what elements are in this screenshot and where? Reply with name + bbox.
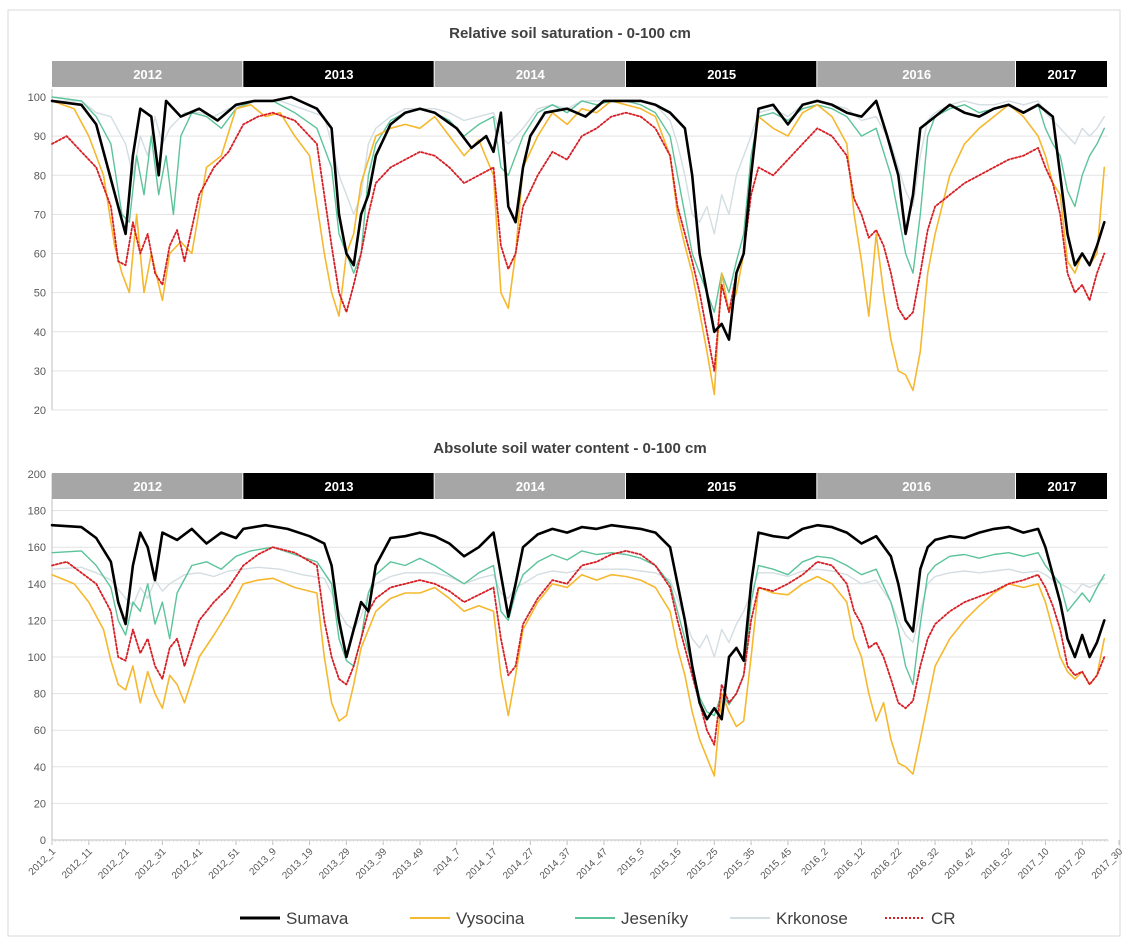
y-tick-label: 80: [34, 689, 46, 701]
year-label-2017: 2017: [1048, 479, 1077, 494]
y-tick-label: 100: [28, 652, 46, 664]
y-tick-label: 0: [40, 835, 46, 847]
year-band-2013: [243, 61, 434, 87]
year-band-2016: [817, 61, 1016, 87]
relative-saturation-panel: Relative soil saturation - 0-100 cm 20 30…: [28, 25, 1108, 417]
y-tick-label: 40: [34, 327, 46, 339]
chart-title-absolute: Absolute soil water content - 0-100 cm: [433, 440, 706, 457]
y-tick-label: 120: [28, 615, 46, 627]
series-line-jeseniky: [51, 546, 1105, 717]
y-tick-label: 70: [34, 209, 46, 221]
year-band-2015: [625, 61, 817, 87]
series-line-krkonose: [51, 566, 1105, 658]
year-band-2012: [52, 61, 243, 87]
year-band-2015: [625, 473, 817, 499]
year-band-2016: [817, 473, 1016, 499]
legend-label-jeseniky: Jeseníky: [621, 909, 689, 928]
year-band-2013: [243, 473, 434, 499]
series-line-sumava: [50, 95, 1106, 341]
y-tick-label: 100: [28, 92, 46, 104]
y-tick-label: 60: [34, 249, 46, 261]
y-tick-label: 40: [34, 762, 46, 774]
legend-label-vysocina: Vysocina: [456, 909, 525, 928]
y-tick-label: 140: [28, 579, 46, 591]
legend-label-cr: CR: [931, 909, 956, 928]
year-label-2017: 2017: [1048, 67, 1077, 82]
absolute-water-panel: Absolute soil water content - 0-100 cm 0…: [28, 440, 1108, 847]
y-tick-label: 20: [34, 405, 46, 417]
series-line-vysocina: [51, 573, 1106, 777]
year-label-2014: 2014: [516, 479, 546, 494]
series-line-cr: [51, 111, 1106, 372]
year-band-2014: [434, 473, 625, 499]
year-label-2012: 2012: [133, 479, 162, 494]
year-label-2012: 2012: [133, 67, 162, 82]
year-band-2014: [434, 61, 625, 87]
year-band-2012: [52, 473, 243, 499]
year-label-2013: 2013: [325, 479, 354, 494]
y-tick-label: 60: [34, 725, 46, 737]
chart-title-relative: Relative soil saturation - 0-100 cm: [449, 25, 691, 42]
y-tick-label: 90: [34, 131, 46, 143]
y-tick-label: 20: [34, 798, 46, 810]
year-label-2016: 2016: [902, 67, 931, 82]
series-line-vysocina: [51, 100, 1106, 396]
year-label-2016: 2016: [902, 479, 931, 494]
y-tick-label: 200: [28, 469, 46, 481]
series-line-cr: [51, 546, 1106, 746]
year-label-2015: 2015: [707, 67, 736, 82]
y-tick-label: 50: [34, 288, 46, 300]
y-tick-label: 30: [34, 366, 46, 378]
legend-label-sumava: Sumava: [286, 909, 349, 928]
y-tick-label: 180: [28, 506, 46, 518]
series-line-sumava: [50, 523, 1106, 721]
legend: Sumava Vysocina Jeseníky Krkonose CR: [240, 909, 956, 928]
year-label-2013: 2013: [325, 67, 354, 82]
year-label-2014: 2014: [516, 67, 546, 82]
year-label-2015: 2015: [707, 479, 736, 494]
legend-label-krkonose: Krkonose: [776, 909, 848, 928]
y-tick-label: 80: [34, 170, 46, 182]
year-band-2017: [1016, 473, 1107, 499]
y-tick-label: 160: [28, 542, 46, 554]
year-band-2017: [1016, 61, 1107, 87]
